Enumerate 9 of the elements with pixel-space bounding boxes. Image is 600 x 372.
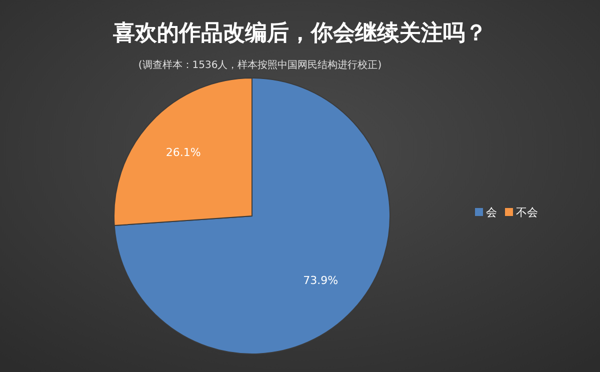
legend-label: 不会 <box>516 206 538 219</box>
legend-item: 会 <box>475 206 497 219</box>
pie-slice <box>114 78 390 354</box>
data-label: 26.1% <box>166 146 201 159</box>
chart-subtitle: (调查样本：1536人，样本按照中国网民结构进行校正) <box>138 59 382 71</box>
data-label: 73.9% <box>303 274 338 288</box>
slice-label: 会 <box>486 206 497 219</box>
chart-title: 喜欢的作品改编后，你会继续关注吗？ <box>112 20 487 46</box>
legend-item: 不会 <box>505 206 538 219</box>
